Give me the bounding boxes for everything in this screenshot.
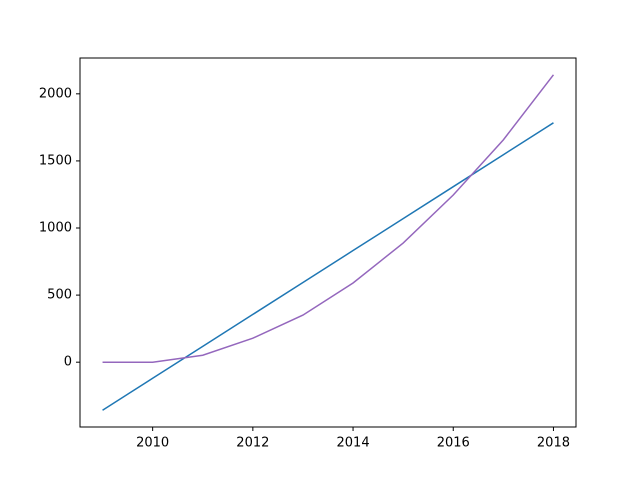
y-tick-label: 500 — [47, 288, 72, 303]
y-tick-label: 1000 — [39, 221, 72, 236]
x-tick-label: 2012 — [236, 436, 269, 451]
y-tick-label: 1500 — [39, 153, 72, 168]
x-tick-label: 2016 — [437, 436, 470, 451]
y-tick-label: 0 — [64, 355, 72, 370]
plot-frame — [79, 57, 577, 428]
series-line — [102, 74, 555, 363]
x-tick-label: 2014 — [337, 436, 370, 451]
series-line — [102, 122, 554, 411]
x-tick-label: 2010 — [136, 436, 169, 451]
y-tick-label: 2000 — [39, 86, 72, 101]
x-tick-label: 2018 — [537, 436, 570, 451]
